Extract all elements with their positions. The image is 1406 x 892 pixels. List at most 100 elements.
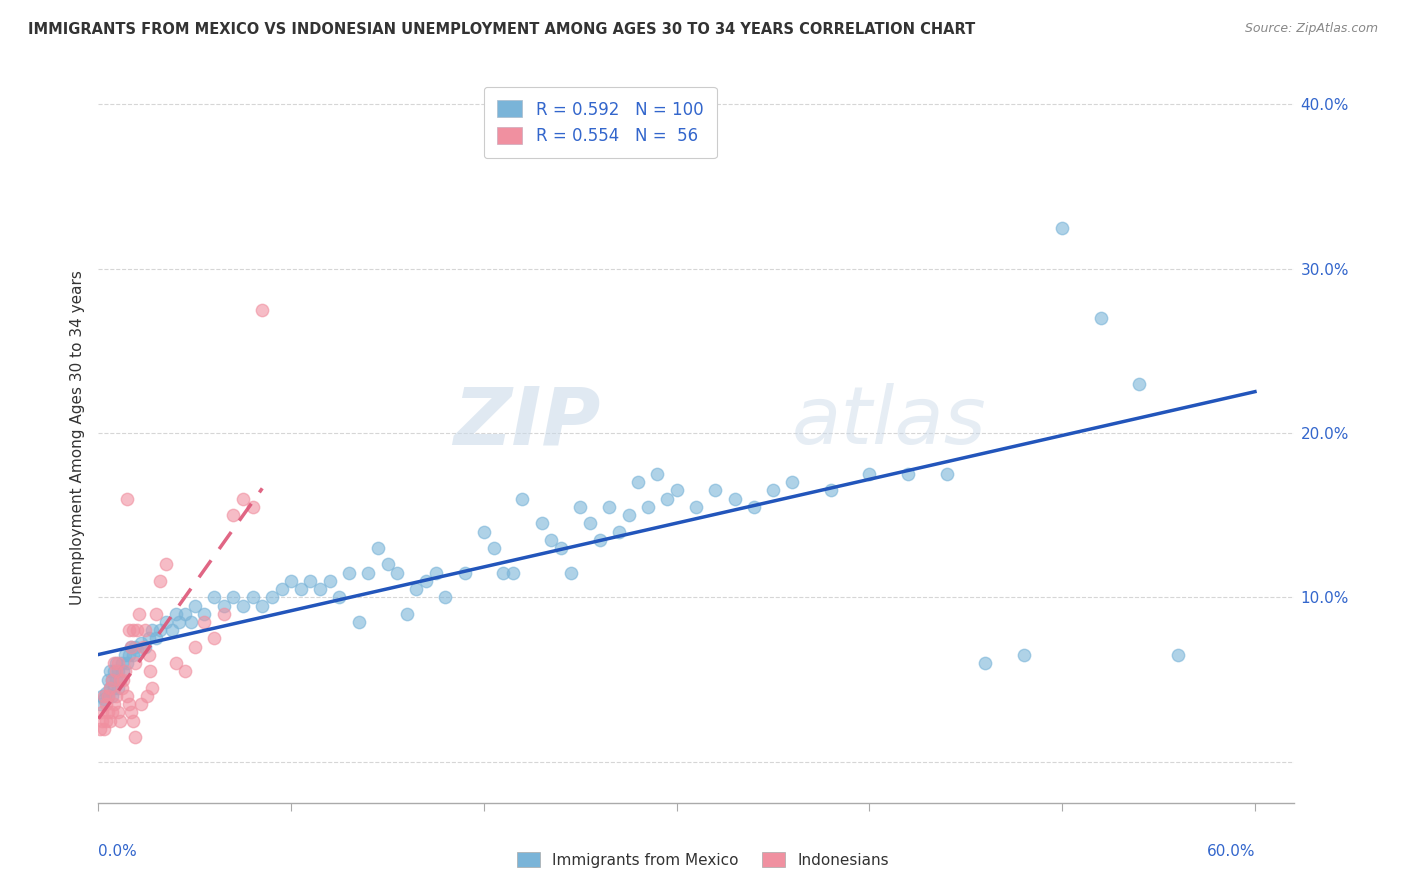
Point [98,681,121,695]
Point [723,491,745,506]
Point [107,706,129,720]
Point [202,632,225,646]
Point [212,599,235,613]
Point [101,673,124,687]
Point [125,624,148,638]
Point [124,656,146,670]
Point [180,615,202,629]
Point [569,500,592,514]
Point [118,697,141,711]
Point [598,500,620,514]
Point [132,640,155,654]
Point [107,656,129,670]
Point [94,714,117,728]
Point [97,689,120,703]
Point [260,591,283,605]
Point [637,500,659,514]
Point [897,467,920,481]
Point [647,467,669,481]
Point [405,582,427,596]
Point [155,615,177,629]
Point [145,607,167,621]
Point [782,475,804,490]
Point [193,607,215,621]
Point [290,582,312,596]
Point [122,624,145,638]
Point [93,692,115,706]
Point [103,656,125,670]
Point [118,624,141,638]
Point [165,656,187,670]
Point [103,681,125,695]
Point [91,689,114,703]
Point [685,500,707,514]
Point [124,640,146,654]
Point [184,640,207,654]
Point [138,648,160,662]
Text: IMMIGRANTS FROM MEXICO VS INDONESIAN UNEMPLOYMENT AMONG AGES 30 TO 34 YEARS CORR: IMMIGRANTS FROM MEXICO VS INDONESIAN UNE… [28,22,976,37]
Point [579,516,602,531]
Point [104,689,127,703]
Point [232,491,254,506]
Point [117,656,139,670]
Point [377,558,399,572]
Point [502,566,524,580]
Point [174,665,197,679]
Point [655,491,678,506]
Point [820,483,842,498]
Point [1090,310,1112,325]
Point [108,673,131,687]
Point [97,706,120,720]
Point [762,483,785,498]
Point [453,566,475,580]
Point [193,615,215,629]
Point [104,665,127,679]
Point [222,508,245,523]
Point [665,483,688,498]
Point [1128,376,1150,391]
Point [114,648,136,662]
Point [974,656,997,670]
Point [107,681,129,695]
Point [858,467,880,481]
Point [347,615,370,629]
Point [110,656,132,670]
Point [627,475,650,490]
Point [101,706,124,720]
Point [160,624,183,638]
Point [120,640,142,654]
Point [120,640,142,654]
Point [117,689,139,703]
Point [101,689,124,703]
Point [472,524,495,539]
Point [280,574,302,588]
Point [540,533,562,547]
Point [91,714,114,728]
Point [202,591,225,605]
Y-axis label: Unemployment Among Ages 30 to 34 years: Unemployment Among Ages 30 to 34 years [69,269,84,605]
Legend: Immigrants from Mexico, Indonesians: Immigrants from Mexico, Indonesians [505,839,901,880]
Point [357,566,380,580]
Point [169,615,191,629]
Point [141,624,163,638]
Point [512,491,534,506]
Point [385,566,409,580]
Text: 0.0%: 0.0% [98,844,138,859]
Point [155,558,177,572]
Point [94,697,117,711]
Point [89,697,111,711]
Point [101,673,124,687]
Point [103,665,125,679]
Point [232,599,254,613]
Point [91,706,114,720]
Point [129,636,152,650]
Point [118,648,141,662]
Point [122,714,145,728]
Point [415,574,437,588]
Point [174,607,197,621]
Point [97,689,120,703]
Point [114,665,136,679]
Point [530,516,553,531]
Point [134,640,156,654]
Point [607,524,630,539]
